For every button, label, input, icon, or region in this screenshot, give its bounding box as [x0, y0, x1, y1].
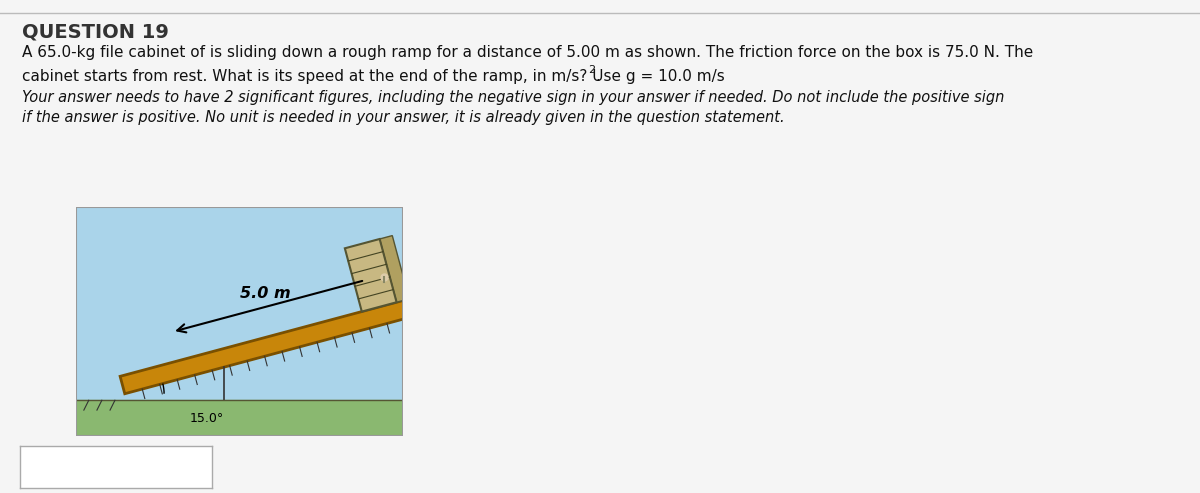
Text: .: .: [595, 69, 600, 84]
Text: 2: 2: [588, 65, 595, 75]
Text: A 65.0-kg file cabinet of is sliding down a rough ramp for a distance of 5.00 m : A 65.0-kg file cabinet of is sliding dow…: [22, 45, 1033, 60]
Text: 5.0 m: 5.0 m: [240, 286, 290, 301]
Bar: [76, 400, 403, 436]
Polygon shape: [379, 236, 409, 302]
Text: cabinet starts from rest. What is its speed at the end of the ramp, in m/s? Use : cabinet starts from rest. What is its sp…: [22, 69, 725, 84]
Text: QUESTION 19: QUESTION 19: [22, 23, 169, 42]
Polygon shape: [120, 287, 457, 394]
Bar: [76, 207, 403, 400]
Text: 15.0°: 15.0°: [190, 412, 223, 425]
Text: if the answer is positive. No unit is needed in your answer, it is already given: if the answer is positive. No unit is ne…: [22, 110, 785, 125]
Polygon shape: [344, 239, 396, 312]
Text: Your answer needs to have 2 significant figures, including the negative sign in : Your answer needs to have 2 significant …: [22, 90, 1004, 105]
